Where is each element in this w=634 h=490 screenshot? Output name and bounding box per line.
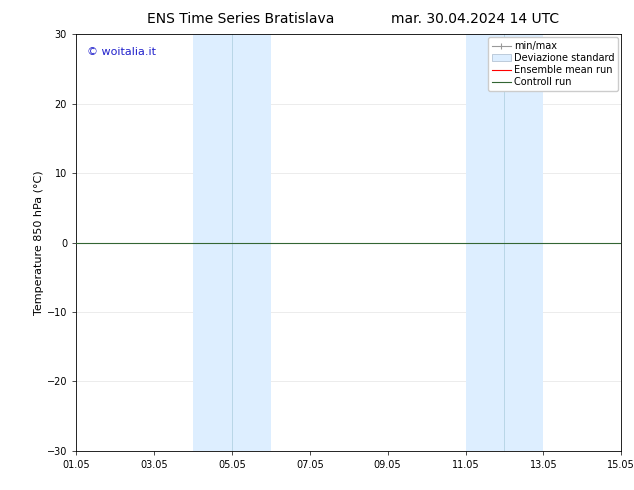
Text: ENS Time Series Bratislava: ENS Time Series Bratislava [147, 12, 335, 26]
Bar [465, 34, 505, 451]
Legend: min/max, Deviazione standard, Ensemble mean run, Controll run: min/max, Deviazione standard, Ensemble m… [488, 37, 618, 91]
Bar [505, 34, 543, 451]
Y-axis label: Temperature 850 hPa (°C): Temperature 850 hPa (°C) [34, 170, 44, 315]
Bar [232, 34, 271, 451]
Text: mar. 30.04.2024 14 UTC: mar. 30.04.2024 14 UTC [391, 12, 560, 26]
Text: © woitalia.it: © woitalia.it [87, 47, 156, 57]
Bar [193, 34, 232, 451]
